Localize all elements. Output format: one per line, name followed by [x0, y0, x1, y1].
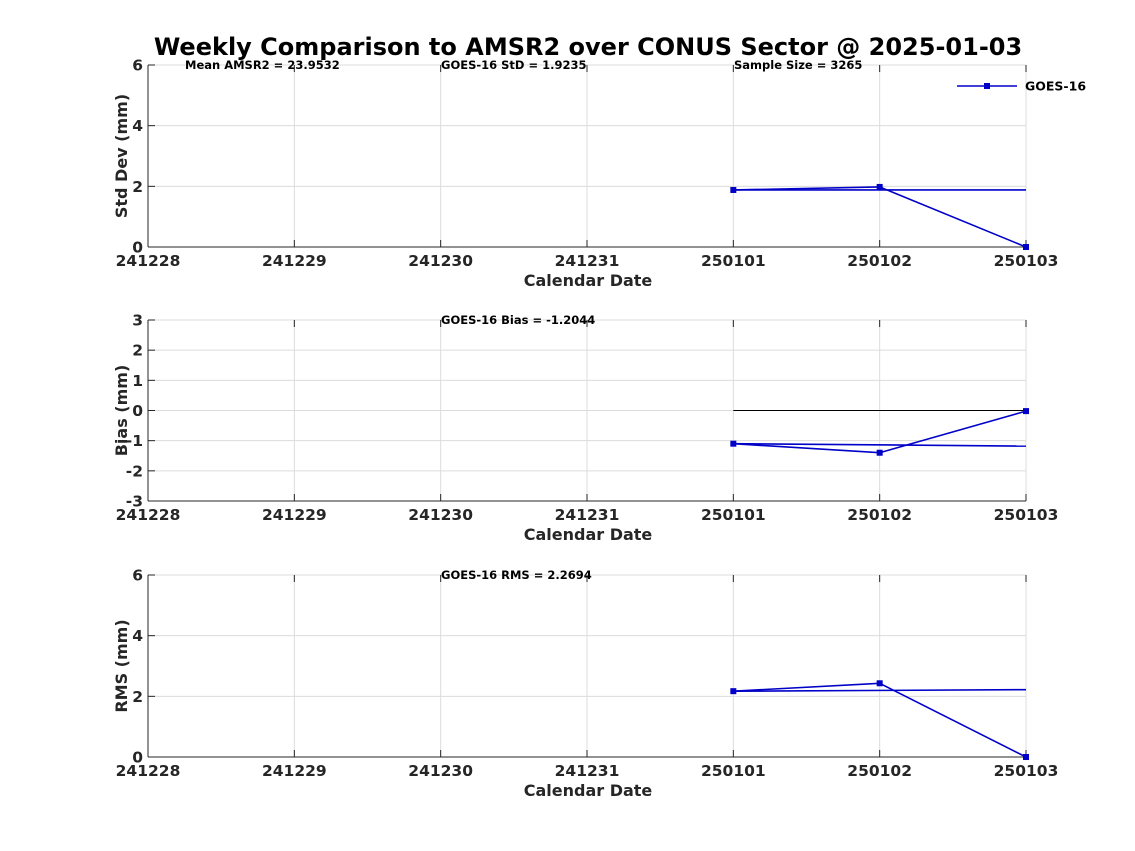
y-tick-label: 0	[132, 402, 143, 420]
x-tick-label: 241230	[408, 506, 473, 524]
y-tick-label: 2	[132, 178, 143, 196]
y-tick-label: 0	[132, 239, 143, 257]
y-tick-label: 0	[132, 749, 143, 767]
y-tick-label: 3	[132, 312, 143, 330]
figure-title: Weekly Comparison to AMSR2 over CONUS Se…	[154, 33, 1022, 61]
data-point-marker	[876, 449, 883, 456]
stat-annotation: Mean AMSR2 = 23.9532	[185, 58, 340, 72]
y-tick-label: -1	[126, 432, 143, 450]
y-tick-label: -3	[126, 493, 143, 511]
x-tick-label: 250103	[994, 762, 1059, 780]
data-point-marker	[876, 183, 883, 190]
mean-reference-line	[733, 688, 1027, 692]
data-point-marker	[1023, 754, 1029, 760]
panel-2: 241228 241229 241230 241231 250101 250102 2501…	[112, 312, 1058, 545]
mean-reference-line	[733, 442, 1027, 447]
x-tick-label: 241229	[262, 762, 327, 780]
y-tick-label: 4	[132, 627, 143, 645]
data-point-marker	[730, 186, 737, 193]
stat-annotation: GOES-16 RMS = 2.2694	[441, 568, 592, 582]
x-tick-label: 241229	[262, 252, 327, 270]
x-tick-label: 241230	[408, 252, 473, 270]
x-tick-label: 241228	[116, 252, 181, 270]
x-tick-label: 241230	[408, 762, 473, 780]
data-point-marker	[1023, 408, 1029, 415]
x-tick-label: 250101	[701, 506, 766, 524]
x-tick-label: 250102	[847, 506, 912, 524]
y-tick-label: 2	[132, 342, 143, 360]
stat-annotation: GOES-16 StD = 1.9235	[441, 58, 586, 72]
y-tick-label: 6	[132, 567, 143, 585]
y-tick-label: 4	[132, 117, 143, 135]
y-tick-label: 2	[132, 688, 143, 706]
panel-3: 241228 241229 241230 241231 250101 250102 2501…	[112, 567, 1058, 801]
x-tick-label: 250101	[701, 762, 766, 780]
x-tick-label: 250103	[994, 252, 1059, 270]
y-axis-label: Bias (mm)	[112, 365, 131, 457]
legend-label: GOES-16	[1025, 79, 1086, 94]
panels-group: 241228 241229 241230 241231 250101 250102 2501…	[112, 57, 1086, 801]
x-tick-label: 241231	[555, 252, 620, 270]
x-tick-label: 241229	[262, 506, 327, 524]
x-axis-label: Calendar Date	[524, 781, 653, 800]
y-tick-label: 1	[132, 372, 143, 390]
y-axis-label: Std Dev (mm)	[112, 94, 131, 218]
x-tick-label: 241228	[116, 762, 181, 780]
data-point-marker	[1023, 244, 1029, 250]
x-tick-label: 241231	[555, 506, 620, 524]
x-axis-label: Calendar Date	[524, 271, 653, 290]
panel-1: 241228 241229 241230 241231 250101 250102 2501…	[112, 57, 1086, 291]
x-tick-label: 250101	[701, 252, 766, 270]
y-tick-label: 6	[132, 57, 143, 75]
x-tick-label: 250103	[994, 506, 1059, 524]
stat-annotation: Sample Size = 3265	[734, 58, 862, 72]
data-point-marker	[876, 680, 883, 687]
x-tick-label: 250102	[847, 762, 912, 780]
data-point-marker	[730, 440, 737, 447]
y-axis-label: RMS (mm)	[112, 619, 131, 712]
x-tick-label: 250102	[847, 252, 912, 270]
x-tick-label: 241228	[116, 506, 181, 524]
stat-annotation: GOES-16 Bias = -1.2044	[441, 313, 595, 327]
data-point-marker	[730, 688, 737, 695]
x-tick-label: 241231	[555, 762, 620, 780]
x-axis-label: Calendar Date	[524, 525, 653, 544]
legend-marker	[984, 83, 990, 89]
y-tick-label: -2	[126, 462, 143, 480]
